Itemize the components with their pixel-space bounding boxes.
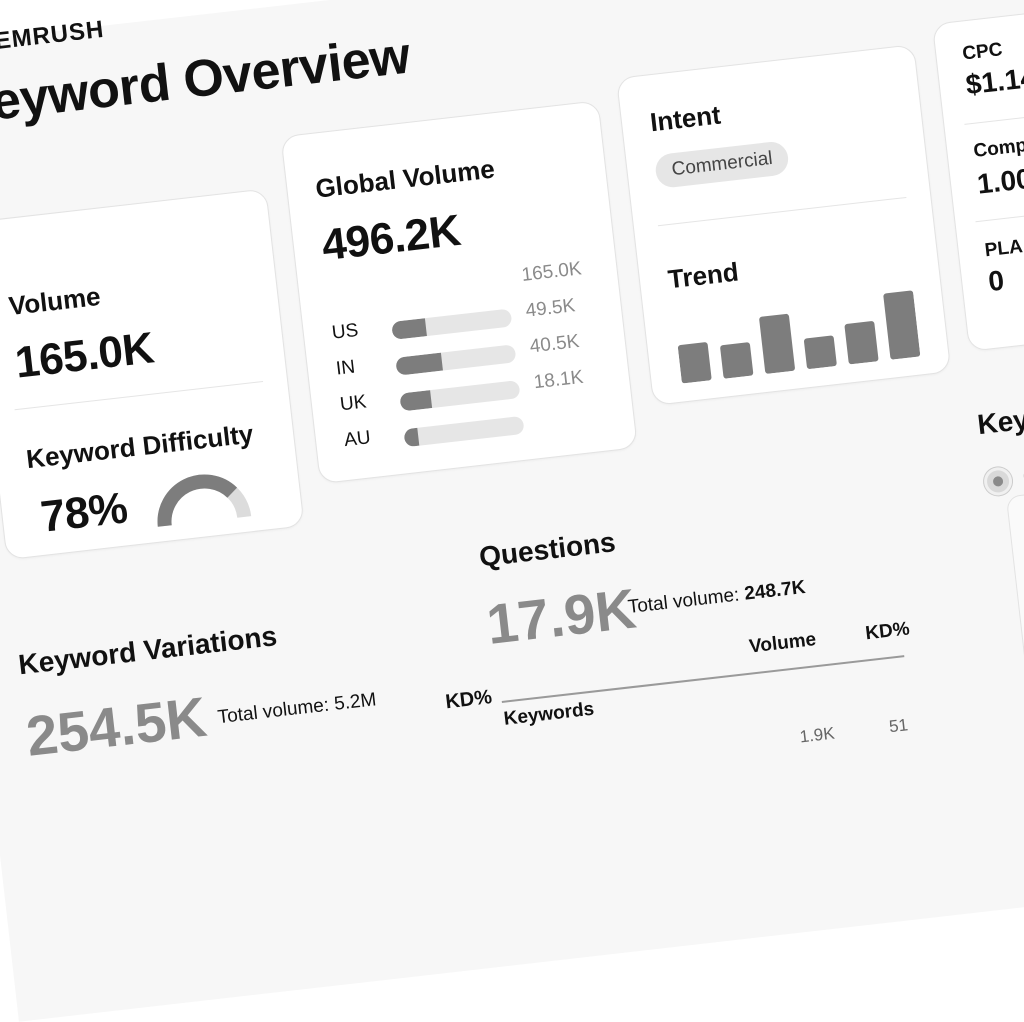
keyword-variations-count[interactable]: 254.5K — [23, 684, 210, 768]
keyword-variations-total: Total volume: 5.2M — [216, 689, 378, 729]
intent-label: Intent — [648, 99, 723, 138]
intent-badge[interactable]: Commercial — [653, 140, 791, 190]
country-code: UK — [338, 391, 368, 416]
questions-row-kd: 51 — [888, 715, 910, 737]
questions-col-volume[interactable]: Volume — [748, 629, 818, 658]
volume-value: 165.0K — [12, 323, 157, 388]
competitive-density-label: Competitive Density — [972, 120, 1024, 162]
variations-kd-header[interactable]: KD% — [444, 686, 494, 714]
country-bar — [391, 308, 513, 340]
questions-count[interactable]: 17.9K — [483, 576, 640, 656]
pla-value: 0 — [986, 264, 1006, 298]
volume-card: Volume 165.0K Keyword Difficulty 78% — [0, 188, 305, 561]
global-volume-label: Global Volume — [313, 153, 497, 204]
country-bar-fill — [403, 427, 420, 448]
global-volume-value: 496.2K — [319, 205, 463, 271]
questions-header-line — [501, 655, 905, 703]
questions-total: Total volume: 248.7K — [627, 577, 807, 619]
keyword-list-panel — [1005, 473, 1024, 817]
country-code: IN — [334, 356, 357, 380]
intent-trend-card: Intent Commercial Trend — [615, 44, 952, 406]
trend-bar — [803, 335, 837, 369]
kd-gauge — [157, 474, 252, 527]
card-divider — [964, 102, 1024, 125]
questions-col-kd[interactable]: KD% — [864, 618, 911, 645]
country-bar-fill — [391, 318, 427, 340]
card-divider — [14, 380, 264, 411]
country-value: 165.0K — [520, 258, 583, 286]
trend-chart — [677, 290, 921, 384]
questions-total-prefix: Total volume: — [626, 583, 746, 619]
country-bar — [403, 415, 525, 448]
trend-bar — [759, 313, 795, 374]
metrics-card: CPC $1.14 Competitive Density 1.00 PLA 0 — [931, 0, 1024, 352]
trend-label: Trend — [666, 256, 741, 295]
country-code: AU — [343, 427, 372, 452]
keyword-section-title: Keyword — [975, 396, 1024, 441]
questions-col-keywords[interactable]: Keywords — [502, 698, 596, 730]
questions-row-volume: 1.9K — [798, 723, 836, 747]
global-volume-card: Global Volume 496.2K US 165.0K IN 49.5K … — [280, 100, 638, 485]
trend-bar — [844, 321, 879, 365]
radio-dot-icon[interactable] — [982, 465, 1014, 497]
card-divider — [975, 199, 1024, 223]
trend-bar — [883, 290, 921, 360]
country-bar — [395, 344, 517, 376]
kd-gauge-fill — [157, 474, 238, 527]
country-bar — [399, 380, 521, 412]
trend-bar — [677, 342, 712, 384]
kd-value: 78% — [38, 483, 130, 542]
trend-bar — [720, 342, 754, 379]
questions-title: Questions — [477, 526, 618, 573]
competitive-density-value: 1.00 — [975, 162, 1024, 200]
brand-logo: SEMRUSH — [0, 15, 106, 57]
volume-label: Volume — [7, 280, 102, 322]
pla-label: PLA — [983, 236, 1024, 262]
country-bar-fill — [399, 390, 433, 412]
cpc-value: $1.14 — [964, 61, 1024, 101]
questions-total-value: 248.7K — [743, 576, 807, 605]
card-divider — [657, 196, 907, 227]
cpc-label: CPC — [961, 39, 1004, 65]
country-bar-fill — [395, 352, 443, 376]
country-code: US — [330, 319, 360, 344]
keyword-variations-title: Keyword Variations — [16, 620, 279, 681]
